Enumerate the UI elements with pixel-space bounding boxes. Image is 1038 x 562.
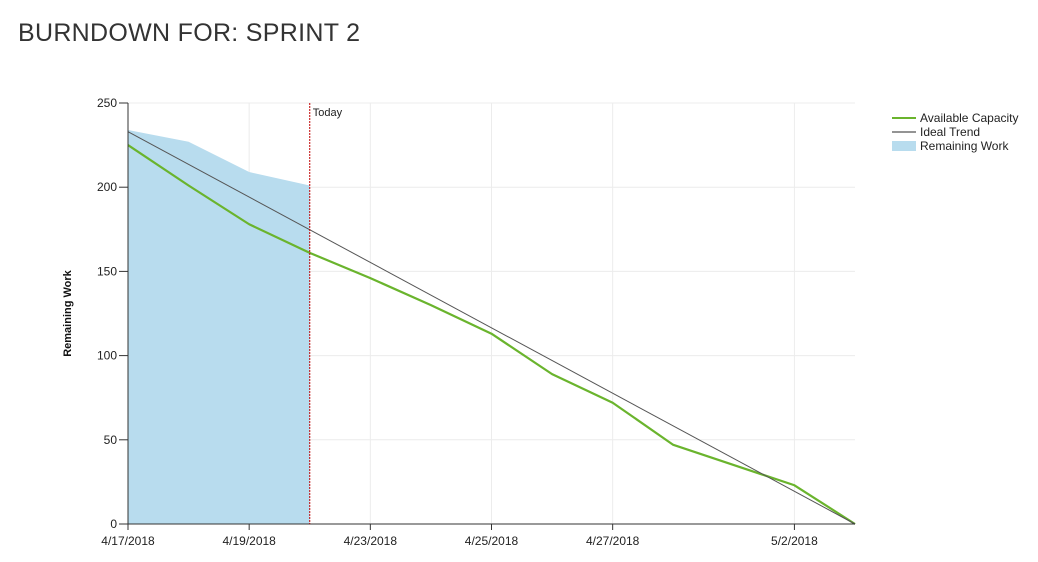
today-marker-label: Today — [313, 107, 343, 119]
x-tick-label: 4/27/2018 — [586, 534, 640, 548]
y-axis-title: Remaining Work — [62, 269, 74, 356]
y-tick-label: 50 — [104, 433, 118, 447]
y-tick-label: 200 — [97, 180, 117, 194]
y-tick-label: 0 — [110, 517, 117, 531]
x-tick-label: 4/17/2018 — [101, 534, 155, 548]
y-tick-label: 250 — [97, 96, 117, 110]
remaining-work-area — [128, 129, 310, 524]
y-tick-label: 100 — [97, 349, 117, 363]
legend-swatch-remaining-work — [892, 141, 916, 151]
legend-label: Available Capacity — [920, 111, 1019, 125]
ideal-trend-line — [127, 131, 856, 525]
x-tick-label: 4/23/2018 — [344, 534, 398, 548]
y-tick-label: 150 — [97, 264, 117, 278]
x-tick-label: 5/2/2018 — [771, 534, 818, 548]
axes: 0 50 100 150 200 250 4/17/2018 4/19/2018 4/23/20… — [62, 96, 855, 548]
x-tick-label: 4/19/2018 — [222, 534, 276, 548]
page-title: BURNDOWN FOR: SPRINT 2 — [18, 19, 361, 47]
x-tick-label: 4/25/2018 — [465, 534, 519, 548]
series-lines-layer — [127, 131, 856, 525]
available-capacity-line — [127, 144, 856, 525]
legend-label: Remaining Work — [920, 139, 1009, 153]
remaining-work-area-layer — [128, 129, 310, 524]
today-marker-layer: Today — [309, 103, 343, 524]
legend-label: Ideal Trend — [920, 125, 980, 139]
